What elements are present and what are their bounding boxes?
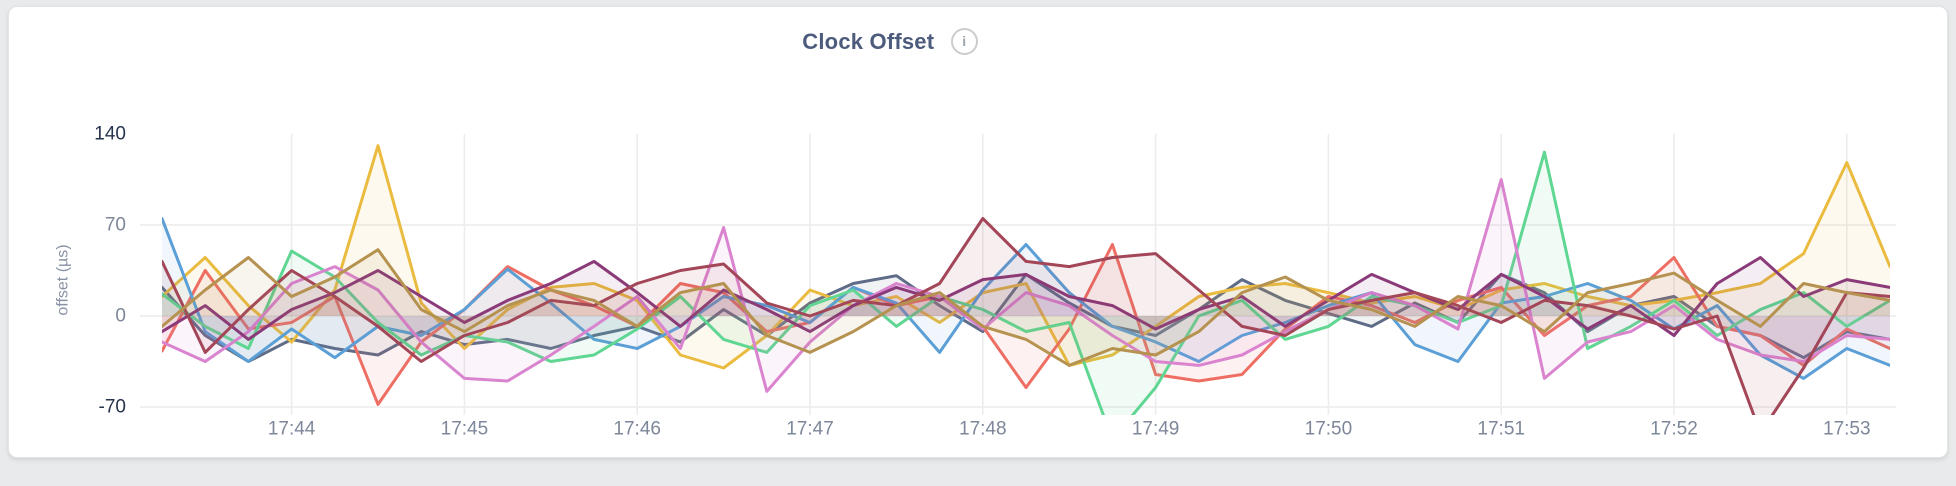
x-tick-label: 17:50 [1305,419,1353,440]
series-area-purple [162,257,1890,340]
y-tick-label: -70 [99,397,126,418]
series-line-khaki [162,248,1890,367]
chart-card [8,6,1948,458]
series-area-khaki [162,249,1890,366]
x-tick-label: 17:52 [1650,419,1698,440]
series-line-red [162,243,1890,406]
x-tick-label: 17:46 [613,419,661,440]
series-area-maroon [162,218,1890,415]
series-line-pink [162,178,1890,393]
x-tick-label: 17:49 [1132,419,1180,440]
x-tick-label: 17:47 [786,419,834,440]
chart-title: Clock Offset [802,28,935,54]
y-tick-label: 70 [105,215,126,236]
series-line-gold [162,144,1890,370]
series-area-red [162,244,1890,405]
y-tick-label: 0 [115,306,126,327]
chart-header: Clock Offset i [0,28,1780,55]
series-area-green [162,152,1890,415]
x-tick-label: 17:53 [1823,419,1871,440]
info-icon[interactable]: i [950,28,978,55]
x-tick-label: 17:44 [268,419,316,440]
series-line-green [162,150,1890,415]
x-tick-label: 17:45 [441,419,489,440]
series-line-purple [162,256,1890,341]
series-area-gold [162,145,1890,368]
x-tick-label: 17:51 [1477,419,1525,440]
x-tick-label: 17:48 [959,419,1007,440]
series-line-maroon [162,217,1890,415]
y-tick-label: 140 [94,124,126,145]
